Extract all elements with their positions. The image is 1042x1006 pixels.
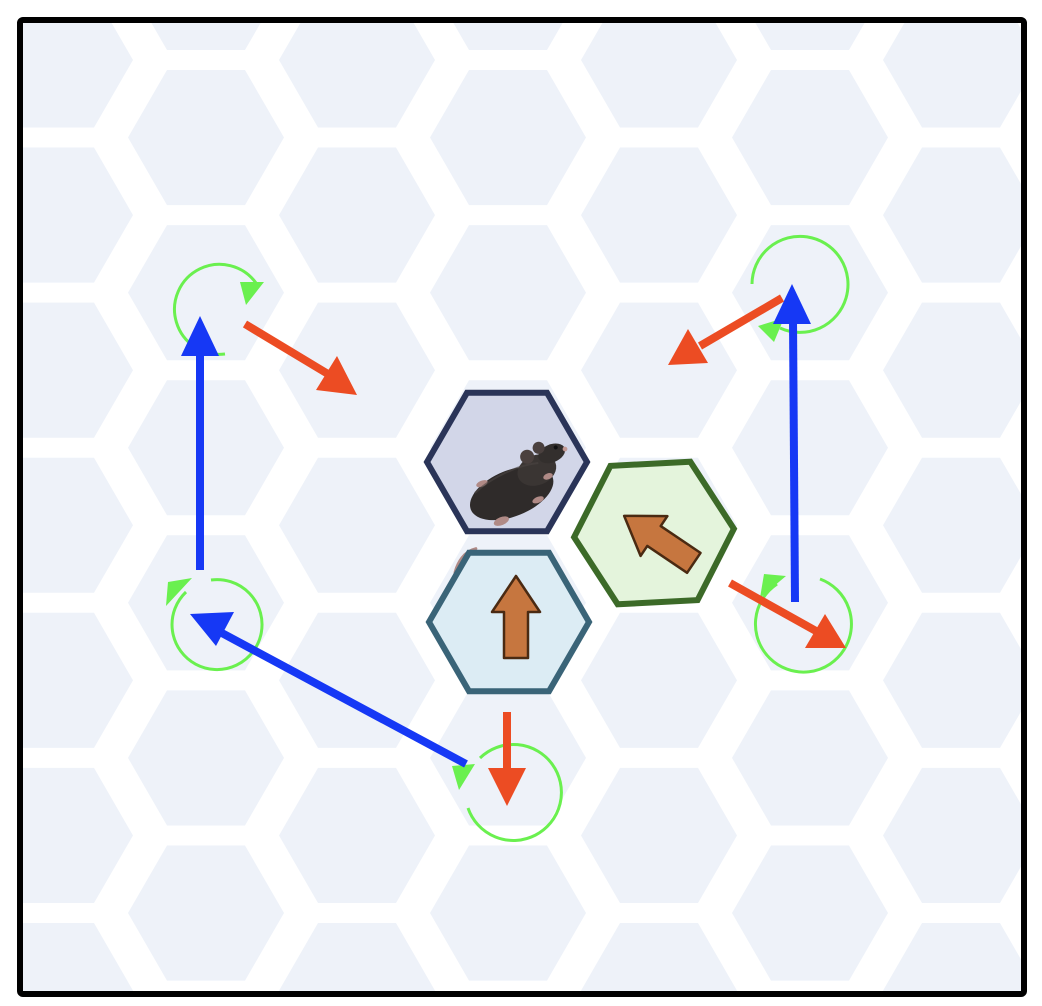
grid-hex [279, 767, 435, 903]
grid-hex [20, 147, 133, 283]
grid-hex [883, 612, 1024, 748]
red-arrow-left-top [242, 320, 357, 395]
grid-hex [20, 20, 133, 128]
grid-hex [128, 535, 284, 671]
up-left-arrow-icon [622, 514, 702, 575]
grid-hex [20, 767, 133, 903]
red-arrow-bottom-center [488, 712, 526, 806]
grid-hex [430, 845, 586, 981]
rotation-node-right-bottom [753, 574, 853, 674]
grid-hex [279, 612, 435, 748]
grid-hex [1034, 380, 1042, 515]
grid-hex [279, 923, 435, 994]
grid-hex [149, 20, 263, 50]
grid-hex [883, 20, 1024, 128]
grid-hex [128, 1001, 284, 1006]
rotation-node-bottom-center [452, 743, 563, 842]
grid-hex [581, 612, 737, 748]
grid-hex [883, 923, 1024, 994]
rotation-arrowhead-icon [240, 282, 264, 305]
mouse-icon [453, 441, 568, 580]
grid-hex [581, 767, 737, 903]
grid-hex [732, 1001, 888, 1006]
grid-hex [883, 302, 1024, 438]
grid-hex [581, 302, 737, 438]
up-left-arrow-tile [570, 458, 738, 608]
grid-hex [128, 845, 284, 981]
blue-arrow-right-up [773, 284, 811, 603]
grid-hex [20, 457, 133, 593]
blue-arrow-bottom-to-left [190, 612, 468, 768]
grid-hex [279, 147, 435, 283]
up-arrow-icon [490, 574, 542, 660]
grid-hex [581, 147, 737, 283]
grid-hex [279, 20, 435, 128]
grid-hex [581, 923, 737, 994]
diagram-frame [17, 17, 1027, 997]
grid-hex [732, 535, 888, 671]
grid-hex [753, 20, 867, 50]
grid-hex [1034, 535, 1042, 670]
grid-hex [1034, 70, 1042, 205]
grid-hex [1034, 690, 1042, 825]
blue-arrow-left-up [181, 316, 219, 570]
grid-hex [20, 923, 133, 994]
grid-hex [128, 380, 284, 516]
grid-hex [732, 70, 888, 206]
red-move-arrows [242, 294, 846, 806]
central-tiles [423, 389, 738, 695]
grid-hex [1034, 846, 1042, 981]
rotation-node-left-bottom [166, 578, 264, 672]
grid-hex [279, 457, 435, 593]
grid-hex [883, 457, 1024, 593]
blue-path-arrows [181, 284, 811, 768]
red-arrow-right-top [668, 294, 785, 365]
rotation-arrowhead-icon [760, 574, 786, 598]
grid-hex [128, 70, 284, 206]
grid-hex [883, 147, 1024, 283]
grid-hex [883, 767, 1024, 903]
grid-hex [128, 690, 284, 826]
grid-hex [732, 225, 888, 361]
grid-hex [279, 302, 435, 438]
grid-hex [20, 612, 133, 748]
grid-hex [732, 845, 888, 981]
grid-hex [1034, 0, 1042, 50]
rotation-arrowhead-icon [166, 578, 192, 606]
grid-hex [20, 302, 133, 438]
grid-hex [430, 1001, 586, 1006]
grid-hex [430, 70, 586, 206]
grid-hex [581, 20, 737, 128]
red-arrow-right-bottom [728, 579, 846, 648]
mouse-tile [423, 389, 591, 580]
grid-hex [1034, 225, 1042, 360]
grid-hex [732, 380, 888, 516]
grid-hex [451, 20, 565, 50]
grid-hex [732, 690, 888, 826]
grid-hex [430, 225, 586, 361]
grid-hex [1034, 1001, 1042, 1006]
up-arrow-tile [425, 549, 593, 695]
rotation-arrowhead-icon [452, 764, 475, 790]
